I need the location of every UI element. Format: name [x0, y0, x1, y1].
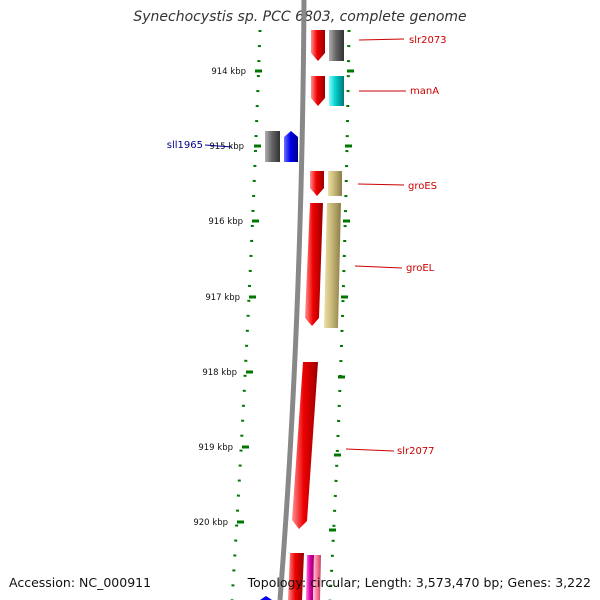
ruler-label-919: 919 kbp	[198, 443, 233, 453]
gene-sll1965[interactable]	[284, 131, 298, 162]
gene-groEL-homolog	[324, 203, 341, 328]
topology-text: Topology: circular; Length: 3,573,470 bp…	[247, 575, 591, 590]
gene-groEL[interactable]	[305, 203, 323, 326]
ruler-label-916: 916 kbp	[208, 217, 243, 227]
ruler-label-917: 917 kbp	[205, 293, 240, 303]
ruler-label-918: 918 kbp	[202, 368, 237, 378]
accession-text: Accession: NC_000911	[9, 575, 152, 590]
gene-sll1965-homolog	[265, 131, 280, 162]
leader-groEL	[354, 265, 403, 269]
reverse-genes	[260, 131, 298, 600]
gene-partial-pink	[313, 555, 321, 600]
leader-sll1965	[204, 144, 233, 148]
map-title: Synechocystis sp. PCC 6803, complete gen…	[133, 9, 467, 25]
label-manA[interactable]: manA	[410, 86, 439, 97]
gene-slr2077[interactable]	[292, 362, 318, 529]
ruler-ticks	[237, 69, 354, 532]
leader-slr2073	[358, 38, 405, 41]
gene-groES-homolog	[328, 171, 342, 196]
leader-groES	[357, 183, 405, 186]
leader-slr2077	[345, 448, 395, 452]
ruler-label-920: 920 kbp	[193, 518, 228, 528]
gene-slr2073-homolog	[329, 30, 344, 61]
label-slr2077[interactable]: slr2077	[397, 446, 435, 457]
gene-partial-red	[288, 553, 304, 600]
gene-slr2073[interactable]	[311, 30, 325, 61]
label-groEL[interactable]: groEL	[406, 263, 435, 274]
ruler-dotted-line	[230, 29, 262, 600]
forward-genes	[288, 30, 344, 600]
label-slr2073[interactable]: slr2073	[409, 35, 447, 46]
gene-groES[interactable]	[310, 171, 324, 196]
label-sll1965[interactable]: sll1965	[167, 140, 203, 151]
gene-partial-magenta	[306, 555, 314, 600]
label-groES[interactable]: groES	[408, 181, 437, 192]
gene-manA-homolog	[329, 76, 344, 106]
gene-partial-blue	[260, 596, 272, 600]
gene-manA[interactable]	[311, 76, 325, 106]
ruler-label-914: 914 kbp	[211, 67, 246, 77]
genome-backbone	[277, 0, 307, 600]
